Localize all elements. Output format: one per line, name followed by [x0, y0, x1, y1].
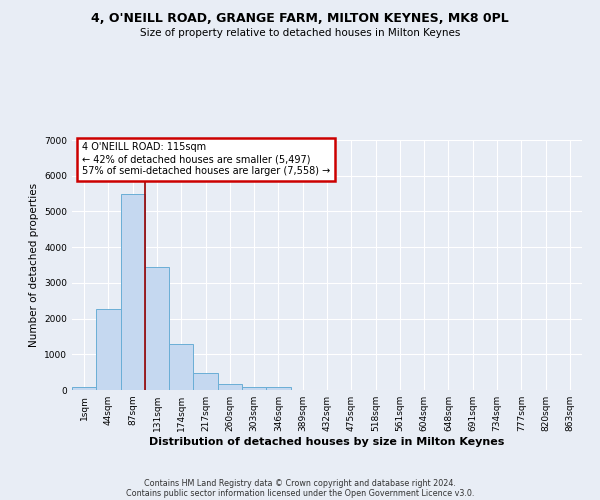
Bar	[266, 387, 290, 390]
Y-axis label: Number of detached properties: Number of detached properties	[29, 183, 38, 347]
Bar	[169, 344, 193, 390]
Bar	[96, 309, 121, 390]
Bar	[72, 387, 96, 390]
Bar	[193, 373, 218, 390]
Text: Size of property relative to detached houses in Milton Keynes: Size of property relative to detached ho…	[140, 28, 460, 38]
Text: 4, O'NEILL ROAD, GRANGE FARM, MILTON KEYNES, MK8 0PL: 4, O'NEILL ROAD, GRANGE FARM, MILTON KEY…	[91, 12, 509, 26]
Text: Contains HM Land Registry data © Crown copyright and database right 2024.: Contains HM Land Registry data © Crown c…	[144, 478, 456, 488]
Bar	[121, 194, 145, 390]
Bar	[218, 384, 242, 390]
Bar	[145, 267, 169, 390]
Text: 4 O'NEILL ROAD: 115sqm
← 42% of detached houses are smaller (5,497)
57% of semi-: 4 O'NEILL ROAD: 115sqm ← 42% of detached…	[82, 142, 331, 176]
Bar	[242, 387, 266, 390]
X-axis label: Distribution of detached houses by size in Milton Keynes: Distribution of detached houses by size …	[149, 437, 505, 447]
Text: Contains public sector information licensed under the Open Government Licence v3: Contains public sector information licen…	[126, 488, 474, 498]
